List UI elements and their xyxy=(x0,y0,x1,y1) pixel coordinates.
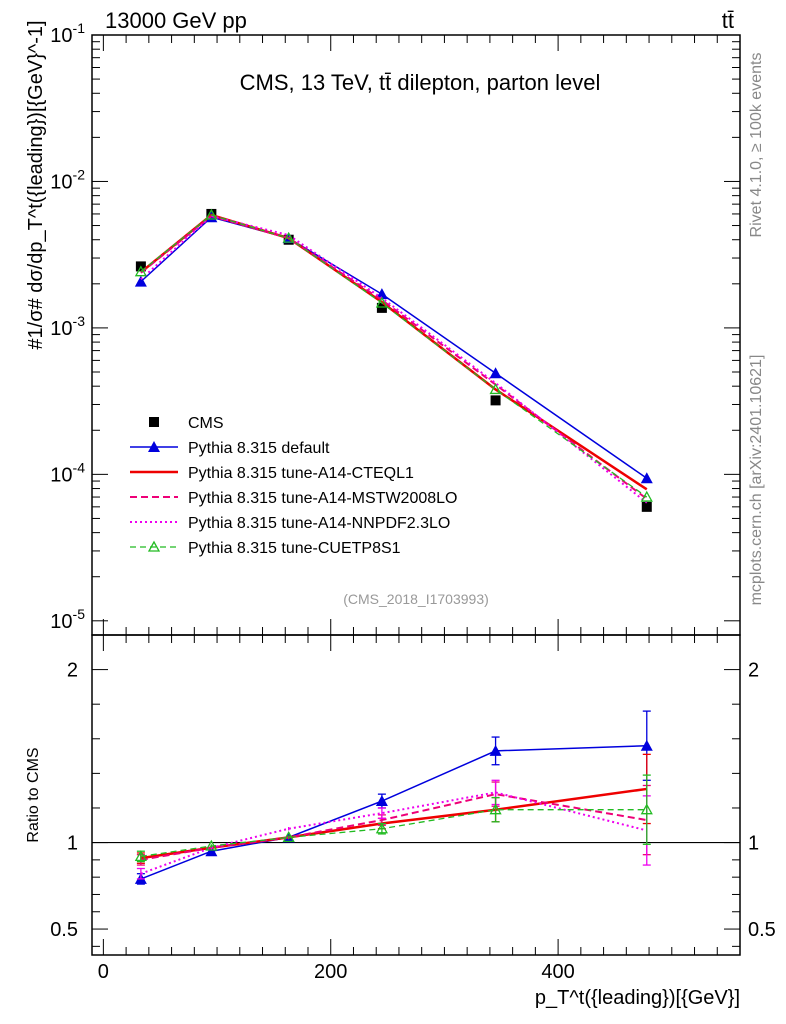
legend-item-nnpdf: Pythia 8.315 tune-A14-NNPDF2.3LO xyxy=(130,515,450,532)
legend-item-default: Pythia 8.315 default xyxy=(130,440,330,457)
x-tick-label: 0 xyxy=(98,961,109,983)
ratio-point-default xyxy=(205,845,218,857)
data-point-cms xyxy=(490,395,501,406)
ratio-point-default xyxy=(489,744,502,756)
ratio-y-tick-label-right: 2 xyxy=(748,660,759,682)
y-tick-label: 10-4 xyxy=(50,459,85,486)
legend-marker-cms xyxy=(149,417,159,427)
main-panel: CMS, 13 TeV, tt̄ dilepton, parton level … xyxy=(25,20,741,636)
ratio-point-cuetp8s1 xyxy=(640,803,653,815)
legend-label-cuetp8s1: Pythia 8.315 tune-CUETP8S1 xyxy=(188,540,401,557)
data-point-cms xyxy=(376,302,387,313)
series-line-cuetp8s1 xyxy=(140,214,648,498)
process-label: tt̄ xyxy=(722,8,734,33)
ratio-y-tick-label-right: 1 xyxy=(748,833,759,855)
ratio-y-tick-label: 1 xyxy=(67,833,78,855)
y-tick-label: 10-3 xyxy=(50,313,85,340)
side-version-label: Rivet 4.1.0, ≥ 100k events xyxy=(748,53,765,238)
legend-label-default: Pythia 8.315 default xyxy=(188,440,330,457)
data-point-default xyxy=(134,275,147,287)
legend-label-mstw: Pythia 8.315 tune-A14-MSTW2008LO xyxy=(188,490,457,507)
data-point-default xyxy=(640,472,653,484)
ratio-line-nnpdf xyxy=(140,791,648,875)
legend-marker-default xyxy=(148,441,160,452)
ratio-point-default xyxy=(640,739,653,751)
ratio-point-default xyxy=(375,795,388,807)
x-tick-label: 200 xyxy=(314,961,347,983)
series-cuetp8s1 xyxy=(134,208,653,502)
ratio-point-cuetp8s1 xyxy=(134,850,147,862)
main-series-group xyxy=(134,208,653,512)
ratio-frame xyxy=(91,634,741,956)
data-point-default xyxy=(489,367,502,379)
ratio-panel: Ratio to CMS p_T^t({leading})[{GeV}] 0 20… xyxy=(25,634,776,1009)
ratio-line-cuetp8s1 xyxy=(140,809,647,858)
legend-item-cms: CMS xyxy=(149,415,224,432)
ratio-point-cuetp8s1 xyxy=(375,822,388,834)
legend-item-mstw: Pythia 8.315 tune-A14-MSTW2008LO xyxy=(130,490,457,507)
x-axis-label: p_T^t({leading})[{GeV}] xyxy=(535,987,740,1009)
ratio-series-group xyxy=(134,710,653,885)
legend-label-cteql1: Pythia 8.315 tune-A14-CTEQL1 xyxy=(188,465,414,482)
main-title: CMS, 13 TeV, tt̄ dilepton, parton level xyxy=(240,70,601,95)
series-line-nnpdf xyxy=(140,215,648,504)
ratio-ticks: 0 200 400 0.5 0.5 1 1 2 2 xyxy=(50,635,776,983)
legend-label-nnpdf: Pythia 8.315 tune-A14-NNPDF2.3LO xyxy=(188,515,450,532)
series-nnpdf xyxy=(140,215,648,504)
ratio-point-cuetp8s1 xyxy=(489,803,502,815)
energy-label: 13000 GeV pp xyxy=(105,8,247,33)
side-source-label: mcplots.cern.ch [arXiv:2401.10621] xyxy=(748,355,765,606)
data-point-cuetp8s1 xyxy=(640,490,653,502)
data-point-cuetp8s1 xyxy=(375,296,388,308)
ratio-y-tick-label-right: 0.5 xyxy=(748,919,776,941)
analysis-id: (CMS_2018_I1703993) xyxy=(343,591,489,607)
x-tick-label: 400 xyxy=(541,961,574,983)
y-tick-label: 10-5 xyxy=(50,606,85,633)
ratio-point-cuetp8s1 xyxy=(205,839,218,851)
data-point-cuetp8s1 xyxy=(205,208,218,220)
data-point-cuetp8s1 xyxy=(134,265,147,277)
data-point-cuetp8s1 xyxy=(282,231,295,243)
ratio-point-cuetp8s1 xyxy=(282,831,295,843)
legend: CMS Pythia 8.315 default Pythia 8.315 tune… xyxy=(130,415,457,557)
main-ylabel: #1/σ# dσ/dp_T^t({leading})[{GeV}^-1] xyxy=(25,20,47,349)
main-ticks: 10-5 10-4 10-3 10-2 10-1 xyxy=(50,20,740,635)
ratio-series-cuetp8s1 xyxy=(134,774,653,863)
ratio-line-default xyxy=(140,744,647,880)
ratio-y-tick-label: 2 xyxy=(67,660,78,682)
y-tick-label: 10-2 xyxy=(50,166,85,193)
legend-label-cms: CMS xyxy=(188,415,224,432)
ratio-ylabel: Ratio to CMS xyxy=(25,747,42,842)
legend-marker-cuetp8s1 xyxy=(147,540,161,552)
ratio-line-cteql1 xyxy=(140,787,647,860)
data-point-cms xyxy=(641,501,652,512)
legend-item-cteql1: Pythia 8.315 tune-A14-CTEQL1 xyxy=(130,465,414,482)
y-tick-label: 10-1 xyxy=(50,20,85,47)
legend-item-cuetp8s1: Pythia 8.315 tune-CUETP8S1 xyxy=(130,540,401,557)
data-point-default xyxy=(375,288,388,300)
ratio-y-tick-label: 0.5 xyxy=(50,919,78,941)
data-point-cuetp8s1 xyxy=(489,383,502,395)
